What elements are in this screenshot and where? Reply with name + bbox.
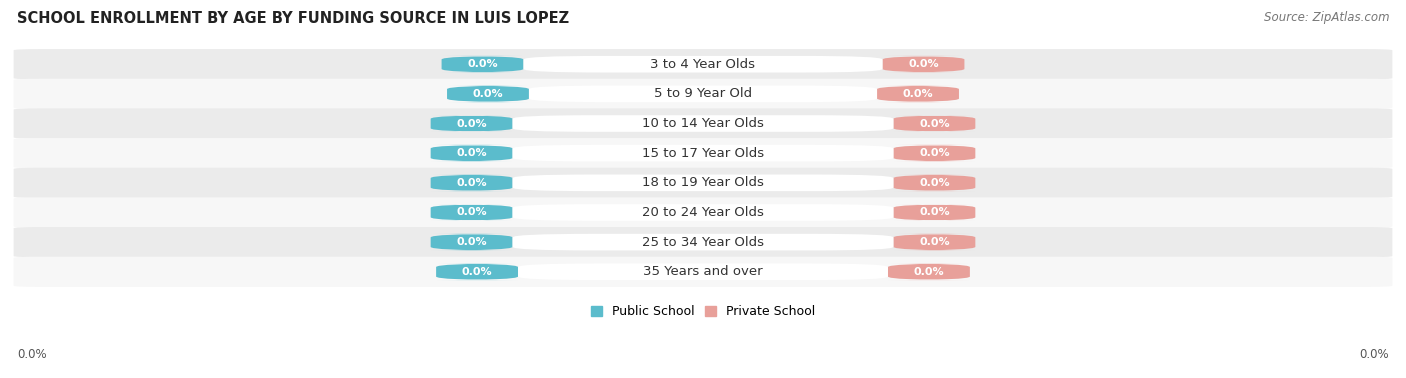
- FancyBboxPatch shape: [436, 263, 517, 280]
- FancyBboxPatch shape: [513, 145, 893, 161]
- Text: 0.0%: 0.0%: [908, 59, 939, 69]
- Text: 0.0%: 0.0%: [457, 148, 486, 158]
- FancyBboxPatch shape: [430, 204, 513, 221]
- Text: 0.0%: 0.0%: [467, 59, 498, 69]
- Text: 0.0%: 0.0%: [17, 348, 46, 361]
- Text: 25 to 34 Year Olds: 25 to 34 Year Olds: [643, 235, 763, 249]
- FancyBboxPatch shape: [441, 56, 523, 73]
- Text: 0.0%: 0.0%: [461, 267, 492, 277]
- FancyBboxPatch shape: [877, 85, 959, 102]
- Text: 0.0%: 0.0%: [920, 237, 949, 247]
- Text: 0.0%: 0.0%: [472, 89, 503, 99]
- Text: 18 to 19 Year Olds: 18 to 19 Year Olds: [643, 176, 763, 189]
- Text: 20 to 24 Year Olds: 20 to 24 Year Olds: [643, 206, 763, 219]
- FancyBboxPatch shape: [893, 145, 976, 161]
- Text: 35 Years and over: 35 Years and over: [643, 265, 763, 278]
- FancyBboxPatch shape: [14, 168, 1392, 198]
- Text: 0.0%: 0.0%: [903, 89, 934, 99]
- FancyBboxPatch shape: [893, 175, 976, 191]
- Text: 0.0%: 0.0%: [920, 119, 949, 129]
- Text: 3 to 4 Year Olds: 3 to 4 Year Olds: [651, 58, 755, 71]
- FancyBboxPatch shape: [529, 85, 877, 102]
- FancyBboxPatch shape: [14, 49, 1392, 79]
- FancyBboxPatch shape: [893, 234, 976, 251]
- FancyBboxPatch shape: [889, 263, 970, 280]
- FancyBboxPatch shape: [523, 56, 883, 73]
- Text: 0.0%: 0.0%: [457, 178, 486, 188]
- FancyBboxPatch shape: [513, 175, 893, 191]
- Text: SCHOOL ENROLLMENT BY AGE BY FUNDING SOURCE IN LUIS LOPEZ: SCHOOL ENROLLMENT BY AGE BY FUNDING SOUR…: [17, 11, 569, 26]
- FancyBboxPatch shape: [14, 138, 1392, 168]
- FancyBboxPatch shape: [430, 234, 513, 251]
- FancyBboxPatch shape: [14, 257, 1392, 287]
- FancyBboxPatch shape: [430, 115, 513, 132]
- FancyBboxPatch shape: [14, 227, 1392, 257]
- FancyBboxPatch shape: [513, 234, 893, 251]
- FancyBboxPatch shape: [430, 145, 513, 161]
- FancyBboxPatch shape: [517, 263, 889, 280]
- Text: 0.0%: 0.0%: [920, 208, 949, 217]
- FancyBboxPatch shape: [883, 56, 965, 73]
- Text: 0.0%: 0.0%: [457, 208, 486, 217]
- FancyBboxPatch shape: [447, 85, 529, 102]
- FancyBboxPatch shape: [14, 108, 1392, 139]
- Text: 10 to 14 Year Olds: 10 to 14 Year Olds: [643, 117, 763, 130]
- FancyBboxPatch shape: [430, 175, 513, 191]
- Text: Source: ZipAtlas.com: Source: ZipAtlas.com: [1264, 11, 1389, 24]
- Text: 0.0%: 0.0%: [1360, 348, 1389, 361]
- Legend: Public School, Private School: Public School, Private School: [586, 300, 820, 323]
- FancyBboxPatch shape: [14, 79, 1392, 109]
- Text: 0.0%: 0.0%: [920, 148, 949, 158]
- Text: 0.0%: 0.0%: [914, 267, 945, 277]
- Text: 0.0%: 0.0%: [457, 237, 486, 247]
- Text: 0.0%: 0.0%: [920, 178, 949, 188]
- Text: 5 to 9 Year Old: 5 to 9 Year Old: [654, 87, 752, 101]
- Text: 15 to 17 Year Olds: 15 to 17 Year Olds: [643, 147, 763, 160]
- FancyBboxPatch shape: [893, 115, 976, 132]
- FancyBboxPatch shape: [14, 197, 1392, 228]
- FancyBboxPatch shape: [513, 204, 893, 221]
- FancyBboxPatch shape: [513, 115, 893, 132]
- FancyBboxPatch shape: [893, 204, 976, 221]
- Text: 0.0%: 0.0%: [457, 119, 486, 129]
